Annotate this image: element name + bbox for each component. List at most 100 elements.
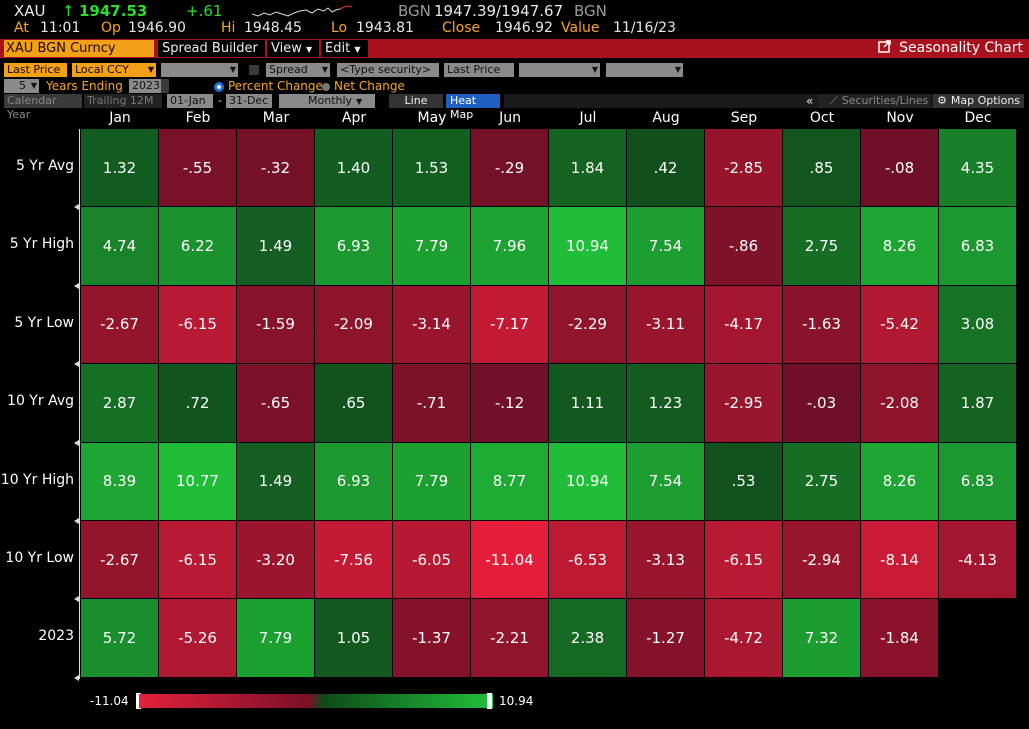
heat-cell[interactable]: -7.17: [471, 285, 549, 365]
heat-cell[interactable]: 7.96: [471, 207, 549, 286]
view-menu[interactable]: View ▼: [267, 40, 319, 57]
heat-cell[interactable]: 1.49: [237, 442, 315, 521]
heat-cell[interactable]: 8.26: [861, 442, 939, 521]
heat-cell[interactable]: -5.26: [159, 599, 237, 678]
period-select[interactable]: Monthly ▼: [279, 94, 375, 108]
heat-cell[interactable]: -6.15: [705, 521, 783, 600]
heat-cell[interactable]: -.86: [705, 207, 783, 286]
heat-cell[interactable]: -4.72: [705, 599, 783, 678]
spread-builder-button[interactable]: Spread Builder: [158, 40, 265, 57]
heat-cell[interactable]: -3.20: [237, 521, 315, 600]
heat-cell[interactable]: -7.56: [315, 521, 393, 600]
heat-cell[interactable]: -1.59: [237, 285, 315, 365]
heat-cell[interactable]: -1.63: [783, 285, 861, 365]
heat-cell[interactable]: 1.32: [81, 129, 159, 208]
heat-cell[interactable]: 1.05: [315, 599, 393, 678]
collapse-icon[interactable]: «: [806, 94, 814, 108]
heat-cell[interactable]: -3.13: [627, 521, 705, 600]
heat-cell[interactable]: 6.93: [315, 207, 393, 286]
heat-cell[interactable]: .42: [627, 129, 705, 208]
heat-cell[interactable]: -8.14: [861, 521, 939, 600]
heat-cell[interactable]: -.71: [393, 364, 471, 443]
heat-cell[interactable]: 4.74: [81, 207, 159, 286]
heat-cell[interactable]: 1.87: [939, 364, 1017, 443]
heat-cell[interactable]: 2.75: [783, 207, 861, 286]
heat-cell[interactable]: -2.95: [705, 364, 783, 443]
heat-cell[interactable]: 1.40: [315, 129, 393, 208]
heat-cell[interactable]: 1.11: [549, 364, 627, 443]
empty-select-2[interactable]: ▼: [519, 63, 600, 77]
net-change-radio[interactable]: Net Change: [322, 79, 405, 93]
heat-cell[interactable]: 4.35: [939, 129, 1017, 208]
heat-cell[interactable]: 7.54: [627, 442, 705, 521]
heat-cell[interactable]: 7.54: [627, 207, 705, 286]
heat-cell[interactable]: 2.38: [549, 599, 627, 678]
heat-cell[interactable]: -.55: [159, 129, 237, 208]
heat-cell[interactable]: -2.85: [705, 129, 783, 208]
heat-cell[interactable]: -1.27: [627, 599, 705, 678]
heat-cell[interactable]: -2.94: [783, 521, 861, 600]
heat-cell[interactable]: -6.05: [393, 521, 471, 600]
heat-cell[interactable]: -.65: [237, 364, 315, 443]
calendar-year-button[interactable]: Calendar Year: [4, 94, 82, 121]
heat-cell[interactable]: 10.94: [549, 207, 627, 286]
from-date-field[interactable]: 01-Jan: [167, 94, 213, 108]
heat-cell[interactable]: .72: [159, 364, 237, 443]
heat-cell[interactable]: 6.93: [315, 442, 393, 521]
edit-menu[interactable]: Edit ▼: [321, 40, 368, 57]
heat-cell[interactable]: -5.42: [861, 285, 939, 365]
seasonality-chart-button[interactable]: Seasonality Chart: [878, 39, 1023, 58]
heat-cell[interactable]: -.29: [471, 129, 549, 208]
map-options-button[interactable]: ⚙ Map Options: [933, 94, 1024, 108]
heat-cell[interactable]: -1.84: [861, 599, 939, 678]
field-select-2[interactable]: Last Price: [444, 63, 514, 77]
years-stepper[interactable]: 5 ▼: [4, 79, 39, 93]
heat-cell[interactable]: 2.75: [783, 442, 861, 521]
heat-cell[interactable]: 7.79: [393, 207, 471, 286]
heat-cell[interactable]: 7.79: [237, 599, 315, 678]
heat-cell[interactable]: -6.15: [159, 521, 237, 600]
heat-cell[interactable]: 8.26: [861, 207, 939, 286]
heat-cell[interactable]: -6.15: [159, 285, 237, 365]
trailing-12m-button[interactable]: Trailing 12M: [84, 94, 162, 108]
heat-cell[interactable]: -4.13: [939, 521, 1017, 600]
empty-select[interactable]: ▼: [161, 63, 238, 77]
security-field[interactable]: XAU BGN Curncy: [4, 40, 154, 57]
heat-cell[interactable]: 6.83: [939, 442, 1017, 521]
type-security-input[interactable]: <Type security>: [337, 63, 439, 77]
empty-select-3[interactable]: ▼: [606, 63, 683, 77]
heat-cell[interactable]: 3.08: [939, 285, 1017, 365]
line-view-tab[interactable]: Line: [389, 94, 443, 108]
heat-cell[interactable]: .85: [783, 129, 861, 208]
heat-cell[interactable]: -4.17: [705, 285, 783, 365]
legend-min-handle[interactable]: [136, 693, 141, 709]
heat-cell[interactable]: -2.29: [549, 285, 627, 365]
heat-cell[interactable]: 8.39: [81, 442, 159, 521]
heat-cell[interactable]: 1.53: [393, 129, 471, 208]
heat-cell[interactable]: 2.87: [81, 364, 159, 443]
heat-cell[interactable]: 10.94: [549, 442, 627, 521]
heat-cell[interactable]: -11.04: [471, 521, 549, 600]
heat-cell[interactable]: -.03: [783, 364, 861, 443]
heat-cell[interactable]: -2.67: [81, 521, 159, 600]
heat-cell[interactable]: -.08: [861, 129, 939, 208]
percent-change-radio[interactable]: Percent Change: [214, 79, 323, 93]
heat-cell[interactable]: -2.67: [81, 285, 159, 365]
heat-cell[interactable]: -2.09: [315, 285, 393, 365]
heat-cell[interactable]: -1.37: [393, 599, 471, 678]
heat-cell[interactable]: -3.14: [393, 285, 471, 365]
heat-cell[interactable]: 6.22: [159, 207, 237, 286]
heat-cell[interactable]: .53: [705, 442, 783, 521]
heat-cell[interactable]: 7.32: [783, 599, 861, 678]
legend-max-handle[interactable]: [487, 693, 492, 709]
spread-select[interactable]: Spread ▼: [266, 63, 330, 77]
heat-cell[interactable]: -2.21: [471, 599, 549, 678]
heat-cell[interactable]: -2.08: [861, 364, 939, 443]
securities-lines-button[interactable]: ⟋ Securities/Lines: [818, 94, 930, 108]
heat-cell[interactable]: .65: [315, 364, 393, 443]
year-stepper[interactable]: [161, 79, 169, 93]
heat-cell[interactable]: -3.11: [627, 285, 705, 365]
currency-select[interactable]: Local CCY ▼: [72, 63, 156, 77]
heat-cell[interactable]: 1.84: [549, 129, 627, 208]
heat-cell[interactable]: 7.79: [393, 442, 471, 521]
